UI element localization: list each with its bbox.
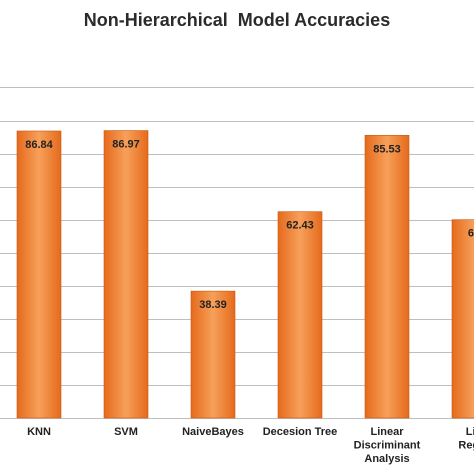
bar [451, 219, 474, 419]
bar [16, 130, 62, 419]
category-label: NaiveBayes [182, 426, 244, 438]
data-label: 38.39 [199, 299, 227, 311]
category-label: Discriminant [354, 440, 421, 452]
bar [190, 290, 236, 419]
data-label: 86.97 [112, 139, 140, 151]
bars [16, 130, 474, 419]
chart-title: Non-Hierarchical Model Accuracies [83, 10, 391, 30]
category-label: Regre [458, 440, 474, 452]
category-label: Decesion Tree [263, 426, 338, 438]
category-label: Linear [370, 426, 404, 438]
category-label: KNN [27, 426, 51, 438]
bar [277, 211, 323, 419]
data-label: 60 [468, 228, 474, 240]
data-label: 62.43 [286, 220, 314, 232]
category-labels: KNN SVM NaiveBayes Decesion Tree Linear Discr… [27, 426, 474, 465]
data-label: 85.53 [373, 143, 401, 155]
data-labels: 86.84 86.97 38.39 62.43 85.53 60 [25, 139, 474, 312]
category-label: SVM [114, 426, 138, 438]
bar [364, 135, 410, 419]
data-label: 86.84 [25, 139, 53, 151]
category-label: Analysis [364, 453, 409, 465]
category-label: Lin [466, 426, 474, 438]
bar [103, 130, 149, 419]
